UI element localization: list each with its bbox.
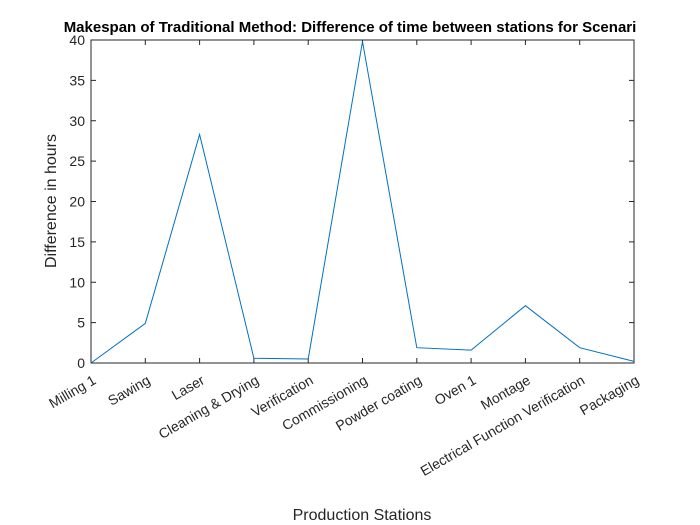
series-line <box>90 41 635 364</box>
y-tick-label: 30 <box>69 113 85 129</box>
x-tick-label: Cleaning & Drying <box>156 372 262 442</box>
x-tick-label: Packaging <box>577 372 642 419</box>
x-axis-label: Production Stations <box>293 507 432 524</box>
chart-title: Makespan of Traditional Method: Differen… <box>64 19 637 36</box>
y-tick-label: 15 <box>69 234 85 250</box>
x-tick-label: Milling 1 <box>46 372 99 412</box>
plot-box <box>90 39 635 364</box>
y-axis: 0 5 10 15 20 25 30 35 40 <box>69 32 634 371</box>
y-tick-label: 10 <box>69 274 85 290</box>
y-tick-label: 25 <box>69 153 85 169</box>
y-tick-label: 40 <box>69 32 85 48</box>
x-tick-label: Oven 1 <box>432 372 479 409</box>
x-tick-label: Sawing <box>105 372 153 409</box>
y-tick-label: 20 <box>69 194 85 210</box>
y-tick-label: 0 <box>77 355 85 371</box>
y-axis-label: Difference in hours <box>43 134 60 268</box>
y-tick-label: 35 <box>69 72 85 88</box>
plot-area <box>90 39 635 364</box>
y-tick-label: 5 <box>77 315 85 331</box>
x-tick-label: Laser <box>169 372 208 404</box>
